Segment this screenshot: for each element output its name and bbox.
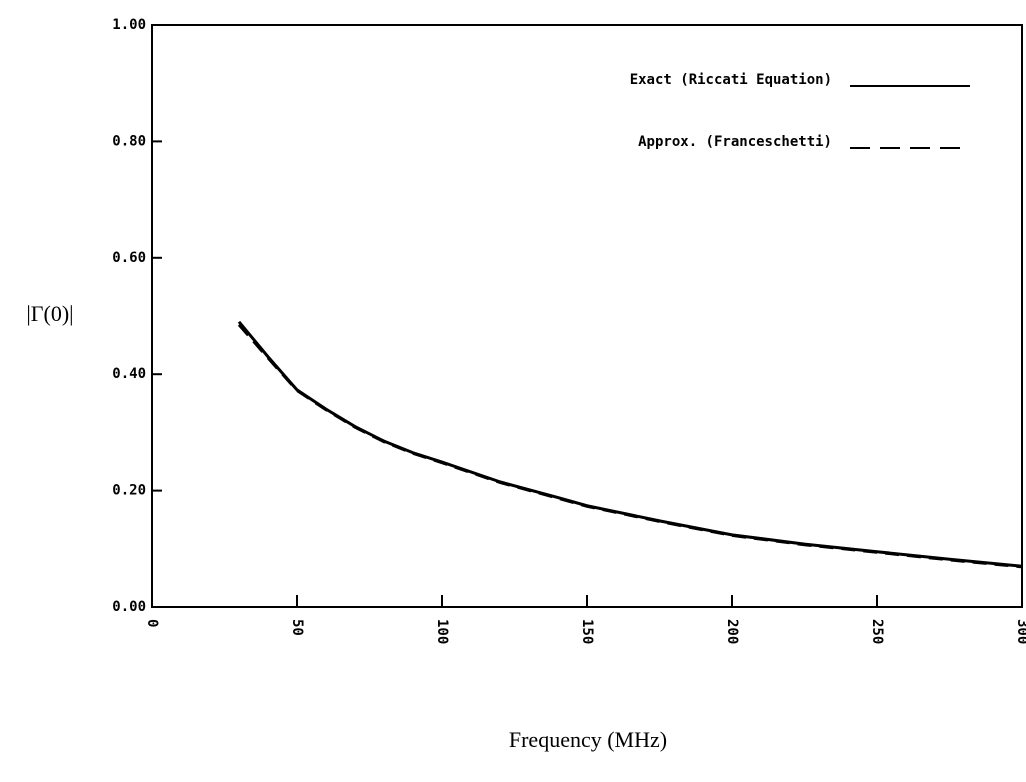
y-tick-label: 0.00	[112, 599, 146, 615]
x-tick-label: 100	[434, 619, 450, 644]
x-tick-label: 250	[869, 619, 885, 644]
y-tick-label: 0.40	[112, 366, 146, 382]
x-tick-label: 0	[144, 619, 160, 627]
y-tick-label: 1.00	[112, 17, 146, 33]
legend-label: Exact (Riccati Equation)	[630, 72, 832, 88]
x-tick-label: 150	[579, 619, 595, 644]
plot-frame	[151, 24, 1023, 608]
series-line	[237, 320, 1023, 568]
legend-label: Approx. (Franceschetti)	[638, 134, 832, 150]
y-tick-label: 0.60	[112, 250, 146, 266]
y-tick-label: 0.20	[112, 483, 146, 499]
x-tick-label: 50	[289, 619, 305, 636]
y-tick-label: 0.80	[112, 133, 146, 149]
y-axis-label: |Γ(0)|	[26, 301, 73, 326]
x-tick-label: 300	[1014, 619, 1026, 644]
series-line	[237, 323, 1023, 569]
x-tick-label: 200	[724, 619, 740, 644]
x-axis-label: Frequency (MHz)	[509, 727, 667, 752]
